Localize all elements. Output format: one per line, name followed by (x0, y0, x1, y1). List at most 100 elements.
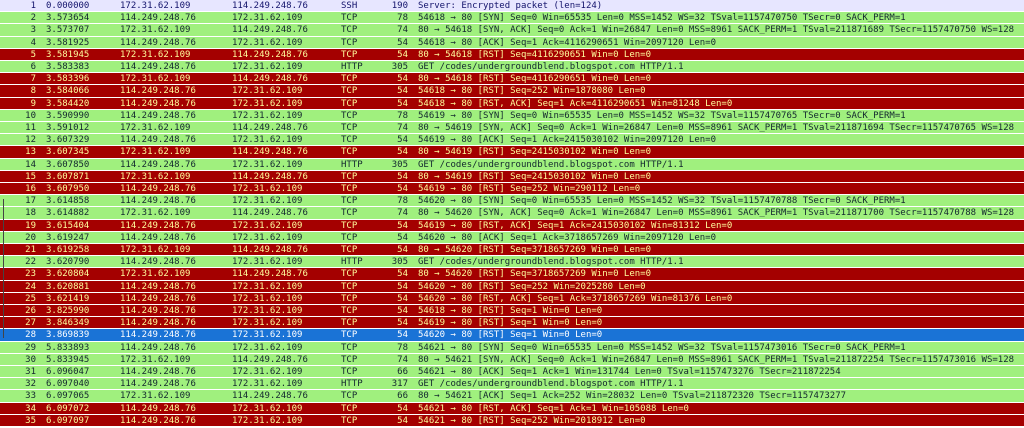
packet-proto: TCP (341, 13, 358, 24)
packet-dst: 114.249.248.76 (232, 354, 308, 365)
packet-info: GET /codes/undergroundblend.blogspot.com… (418, 159, 684, 170)
packet-row[interactable]: 17 3.614858 114.249.248.76 172.31.62.109 TCP… (0, 195, 1024, 208)
packet-len: 54 (397, 135, 408, 146)
packet-time: 3.614882 (46, 208, 90, 219)
packet-src: 172.31.62.109 (120, 391, 191, 402)
packet-no: 33 (25, 391, 36, 402)
packet-no: 22 (25, 257, 36, 268)
packet-dst: 172.31.62.109 (232, 13, 303, 24)
packet-time: 0.000000 (46, 1, 90, 11)
packet-src: 172.31.62.109 (120, 245, 191, 255)
packet-row[interactable]: 33 6.097065 172.31.62.109 114.249.248.76 TCP… (0, 390, 1024, 403)
packet-src: 114.249.248.76 (120, 135, 196, 146)
packet-src: 172.31.62.109 (120, 208, 191, 219)
packet-proto: TCP (341, 220, 358, 231)
packet-src: 114.249.248.76 (120, 379, 196, 390)
packet-src: 114.249.248.76 (120, 342, 196, 353)
packet-row[interactable]: 21 3.619258 172.31.62.109 114.249.248.76 TCP… (0, 244, 1024, 257)
packet-proto: TCP (341, 37, 358, 48)
packet-time: 6.097065 (46, 391, 90, 402)
packet-row[interactable]: 9 3.584420 114.249.248.76 172.31.62.109 TCP 5… (0, 97, 1024, 110)
packet-row[interactable]: 4 3.581925 114.249.248.76 172.31.62.109 TCP 5… (0, 36, 1024, 49)
packet-row-selected[interactable]: 28 3.869839 114.249.248.76 172.31.62.109 TCP… (0, 329, 1024, 342)
packet-row[interactable]: 20 3.619247 114.249.248.76 172.31.62.109 TCP… (0, 231, 1024, 244)
packet-row[interactable]: 24 3.620881 114.249.248.76 172.31.62.109 TCP… (0, 280, 1024, 293)
packet-row[interactable]: 27 3.846349 114.249.248.76 172.31.62.109 TCP… (0, 317, 1024, 330)
packet-row[interactable]: 29 5.833893 114.249.248.76 172.31.62.109 TCP… (0, 341, 1024, 354)
packet-no: 13 (25, 147, 36, 158)
packet-proto: TCP (341, 354, 358, 365)
packet-row[interactable]: 3 3.573707 172.31.62.109 114.249.248.76 TCP 7… (0, 24, 1024, 37)
packet-len: 54 (397, 306, 408, 316)
packet-row[interactable]: 15 3.607871 172.31.62.109 114.249.248.76 TCP… (0, 170, 1024, 183)
packet-len: 305 (391, 159, 408, 170)
packet-src: 172.31.62.109 (120, 25, 191, 36)
packet-no: 19 (25, 220, 36, 231)
packet-dst: 172.31.62.109 (232, 184, 303, 194)
packet-len: 78 (397, 13, 408, 24)
packet-time: 3.607329 (46, 135, 90, 146)
packet-time: 3.607345 (46, 147, 90, 158)
packet-len: 54 (397, 245, 408, 255)
packet-dst: 114.249.248.76 (232, 49, 308, 60)
packet-row[interactable]: 12 3.607329 114.249.248.76 172.31.62.109 TCP… (0, 134, 1024, 147)
packet-no: 11 (25, 123, 36, 133)
packet-no: 23 (25, 269, 36, 280)
packet-src: 114.249.248.76 (120, 415, 196, 426)
packet-row[interactable]: 32 6.097040 114.249.248.76 172.31.62.109 HTT… (0, 378, 1024, 391)
packet-time: 6.097097 (46, 415, 90, 426)
packet-row[interactable]: 19 3.615404 114.249.248.76 172.31.62.109 TCP… (0, 219, 1024, 232)
packet-time: 3.581945 (46, 49, 90, 60)
packet-row[interactable]: 1 0.000000 172.31.62.109 114.249.248.76 SSH 1… (0, 0, 1024, 13)
packet-time: 3.619247 (46, 232, 90, 243)
packet-proto: HTTP (341, 159, 363, 170)
packet-len: 305 (391, 62, 408, 72)
packet-info: 80 → 54618 [RST] Seq=4116290651 Win=0 Le… (418, 74, 651, 85)
packet-info: 54618 → 80 [RST] Seq=252 Win=1878080 Len… (418, 86, 646, 97)
packet-no: 7 (30, 74, 36, 85)
packet-len: 78 (397, 110, 408, 121)
packet-dst: 172.31.62.109 (232, 232, 303, 243)
packet-dst: 172.31.62.109 (232, 98, 303, 109)
packet-row[interactable]: 35 6.097097 114.249.248.76 172.31.62.109 TCP… (0, 414, 1024, 427)
packet-row[interactable]: 5 3.581945 172.31.62.109 114.249.248.76 TCP 5… (0, 48, 1024, 61)
packet-row[interactable]: 31 6.096047 114.249.248.76 172.31.62.109 TCP… (0, 366, 1024, 379)
packet-src: 114.249.248.76 (120, 37, 196, 48)
packet-row[interactable]: 30 5.833945 172.31.62.109 114.249.248.76 TCP… (0, 353, 1024, 366)
packet-no: 21 (25, 245, 36, 255)
packet-row[interactable]: 22 3.620790 114.249.248.76 172.31.62.109 HTT… (0, 256, 1024, 269)
packet-proto: TCP (341, 342, 358, 353)
packet-row[interactable]: 10 3.590990 114.249.248.76 172.31.62.109 TCP… (0, 109, 1024, 122)
packet-row[interactable]: 6 3.583383 114.249.248.76 172.31.62.109 HTTP… (0, 61, 1024, 74)
packet-row[interactable]: 8 3.584066 114.249.248.76 172.31.62.109 TCP 5… (0, 85, 1024, 98)
packet-src: 114.249.248.76 (120, 13, 196, 24)
packet-time: 3.621419 (46, 293, 90, 304)
packet-row[interactable]: 23 3.620804 172.31.62.109 114.249.248.76 TCP… (0, 268, 1024, 281)
packet-time: 3.590990 (46, 110, 90, 121)
packet-proto: HTTP (341, 379, 363, 390)
packet-len: 54 (397, 184, 408, 194)
packet-info: GET /codes/undergroundblend.blogspot.com… (418, 257, 684, 268)
packet-info: 80 → 54619 [RST] Seq=2415030102 Win=0 Le… (418, 171, 651, 182)
packet-dst: 172.31.62.109 (232, 318, 303, 329)
packet-src: 172.31.62.109 (120, 269, 191, 280)
packet-row[interactable]: 2 3.573654 114.249.248.76 172.31.62.109 TCP 7… (0, 12, 1024, 25)
packet-info: 54621 → 80 [SYN] Seq=0 Win=65535 Len=0 M… (418, 342, 906, 353)
packet-row[interactable]: 14 3.607850 114.249.248.76 172.31.62.109 HTT… (0, 158, 1024, 171)
packet-row[interactable]: 25 3.621419 114.249.248.76 172.31.62.109 TCP… (0, 292, 1024, 305)
packet-info: 54618 → 80 [RST, ACK] Seq=1 Ack=41162906… (418, 98, 733, 109)
packet-src: 172.31.62.109 (120, 123, 191, 133)
packet-row[interactable]: 34 6.097072 114.249.248.76 172.31.62.109 TCP… (0, 402, 1024, 415)
packet-row[interactable]: 16 3.607950 114.249.248.76 172.31.62.109 TCP… (0, 183, 1024, 196)
packet-row[interactable]: 11 3.591012 172.31.62.109 114.249.248.76 TCP… (0, 122, 1024, 135)
packet-no: 12 (25, 135, 36, 146)
packet-row[interactable]: 7 3.583396 172.31.62.109 114.249.248.76 TCP 5… (0, 73, 1024, 86)
packet-row[interactable]: 13 3.607345 172.31.62.109 114.249.248.76 TCP… (0, 146, 1024, 159)
packet-info: 54621 → 80 [ACK] Seq=1 Ack=1 Win=131744 … (418, 367, 841, 377)
packet-no: 25 (25, 293, 36, 304)
packet-dst: 172.31.62.109 (232, 196, 303, 207)
packet-row[interactable]: 26 3.825990 114.249.248.76 172.31.62.109 TCP… (0, 305, 1024, 318)
packet-row[interactable]: 18 3.614882 172.31.62.109 114.249.248.76 TCP… (0, 207, 1024, 220)
packet-dst: 172.31.62.109 (232, 110, 303, 121)
packet-len: 54 (397, 171, 408, 182)
